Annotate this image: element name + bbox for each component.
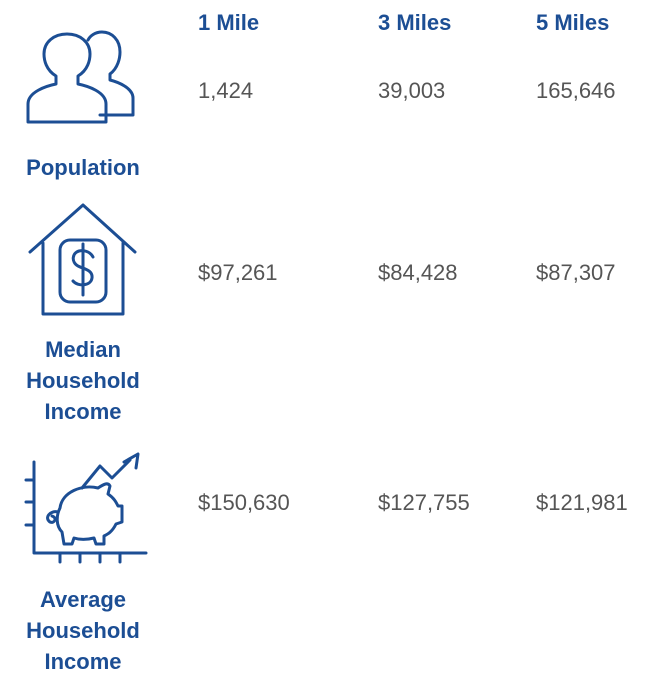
cell-value: $87,307 <box>536 260 616 285</box>
cell-value: 39,003 <box>378 78 446 103</box>
cell-value: $150,630 <box>198 490 290 515</box>
population-icon <box>26 30 135 124</box>
row-label: Average Household Income <box>26 587 140 674</box>
cell-value: $121,981 <box>536 490 628 515</box>
cell-value: 1,424 <box>198 78 254 103</box>
cell-value: $127,755 <box>378 490 470 515</box>
cell-value: 165,646 <box>536 78 616 103</box>
row-label: Median Household Income <box>26 337 140 424</box>
cell-value: $97,261 <box>198 260 278 285</box>
column-header: 1 Mile <box>198 10 260 35</box>
column-header: 5 Miles <box>536 10 610 35</box>
row-label: Population <box>26 155 140 180</box>
column-header: 3 Miles <box>378 10 452 35</box>
piggy-icon <box>24 452 148 564</box>
house-icon <box>28 203 137 316</box>
cell-value: $84,428 <box>378 260 458 285</box>
